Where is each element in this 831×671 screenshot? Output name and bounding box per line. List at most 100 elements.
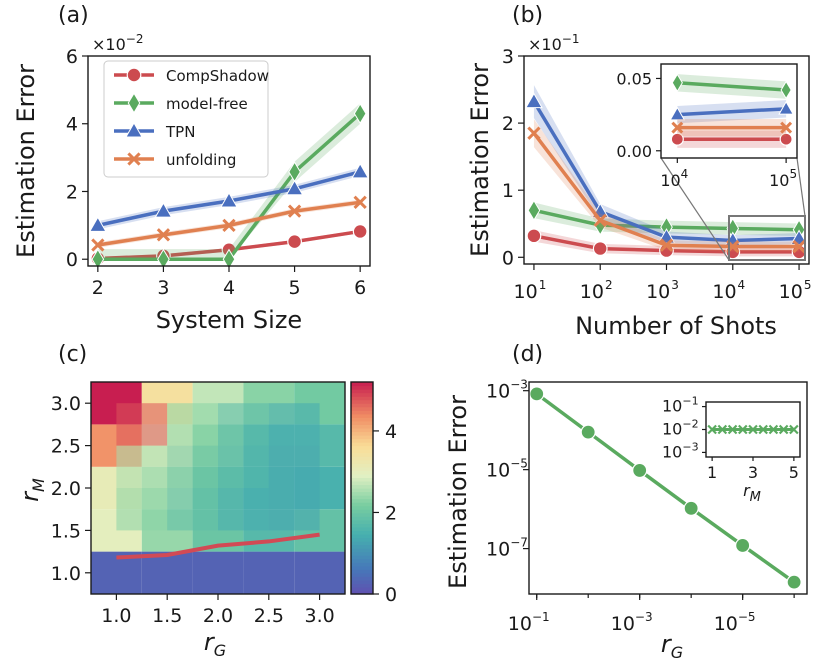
point-a-tpn (154, 202, 173, 218)
zoom-connector-right (796, 157, 806, 217)
colorbar-segment (351, 427, 373, 433)
point-b-model-free (527, 199, 541, 221)
colorbar-segment (351, 558, 373, 563)
panel-b-xlabel: Number of Shots (575, 312, 777, 340)
heatmap-cell (141, 551, 193, 594)
colorbar-segment (351, 413, 373, 418)
legend-box (103, 60, 269, 178)
xtick-label-b: 101 (514, 278, 547, 303)
panel-a-plot-area (88, 103, 370, 270)
colorbar-segment (351, 456, 373, 461)
colorbar-segment (351, 495, 373, 500)
colorbar: 0 2 4 (350, 381, 397, 606)
panel-a-scale-factor: ×10−2 (92, 32, 143, 54)
colorbar-segment (351, 569, 373, 574)
legend-label-compshadow: CompShadow (166, 67, 269, 85)
legend-marker-unfolding (127, 152, 141, 166)
ytick-label-a: 4 (66, 114, 78, 136)
point-a-tpn (351, 162, 370, 179)
panel-b-scale-factor: ×10−1 (528, 32, 579, 54)
colorbar-segment (351, 445, 373, 450)
colorbar-segment (351, 512, 373, 517)
heatmap-cell (192, 551, 244, 594)
colorbar-frame (350, 381, 374, 595)
ytick-label-d: 10−7 (486, 536, 528, 561)
heatmap-overlay-cell (268, 488, 320, 531)
ytick-label-c: 2.0 (51, 478, 81, 500)
colorbar-tick-label: 4 (385, 421, 397, 443)
point-a-model-free (353, 103, 367, 125)
point-d (580, 424, 596, 440)
colorbar-segment (351, 385, 373, 390)
point-a-tpn (88, 216, 107, 232)
colorbar-segment (351, 480, 373, 486)
panel-a-ylabel: Estimation Error (12, 64, 40, 258)
colorbar-segment (351, 537, 373, 542)
ytick-label-a: 6 (66, 46, 78, 68)
point-a-unfolding (91, 238, 105, 252)
colorbar-segment (351, 431, 373, 436)
point-inset-b-compshadow (670, 132, 684, 146)
xtick-label-c: 1.0 (101, 605, 131, 627)
colorbar-segment (351, 420, 373, 425)
ytick-label-c: 1.5 (51, 520, 81, 542)
colorbar-segment (351, 509, 373, 514)
colorbar-segment (351, 449, 373, 454)
colorbar-segment (351, 403, 373, 408)
heatmap-overlay-cell (116, 445, 168, 488)
xtick-label-inset-b: 105 (769, 167, 797, 190)
colorbar-segment (351, 396, 373, 401)
colorbar-segment (351, 565, 373, 570)
xtick-label-inset-d: 5 (789, 463, 799, 482)
panel-c: (c) 1.0 1.5 2.0 2.5 3.0 1.0 1.5 2.0 2.5 3.0 0 2 4 r… (16, 342, 397, 660)
colorbar-segment (351, 389, 373, 394)
ytick-label-b: 1 (502, 180, 514, 202)
heatmap-boundary-curve (116, 532, 320, 560)
heatmap-overlay-cell (268, 445, 320, 488)
point-inset-d (707, 424, 717, 435)
ytick-label-c: 2.5 (51, 436, 81, 458)
line-inset-b-model-free (677, 81, 787, 92)
xtick-label-a: 3 (157, 277, 169, 299)
colorbar-segment (351, 572, 373, 577)
xtick-label-a: 6 (354, 277, 366, 299)
colorbar-segment (351, 435, 373, 440)
heatmap-cell (243, 551, 295, 594)
point-inset-d (789, 424, 799, 435)
zoom-connector-left (660, 157, 730, 261)
ytick-label-inset-b: 0.05 (616, 69, 652, 88)
panel-d-label: (d) (512, 342, 543, 367)
xtick-label-d: 10−3 (611, 610, 653, 635)
ytick-label-inset-b: 0.00 (616, 142, 652, 161)
colorbar-segment (351, 586, 373, 592)
point-b-compshadow (592, 241, 608, 256)
inset-d-xlabel: rM (743, 481, 761, 505)
ytick-label-a: 2 (66, 181, 78, 203)
heatmap-overlay-cell (167, 445, 218, 488)
colorbar-segment (351, 466, 373, 471)
panel-a-xlabel: System Size (156, 306, 302, 334)
colorbar-segment (351, 579, 373, 584)
point-inset-b-unfolding (780, 121, 793, 134)
ytick-label-b: 0 (502, 247, 514, 269)
ytick-label-d: 10−3 (486, 378, 528, 403)
point-inset-d (727, 424, 738, 435)
point-d (786, 574, 802, 590)
point-b-tpn (525, 92, 543, 109)
panel-c-heatmap (91, 382, 345, 594)
colorbar-segment (351, 498, 373, 503)
xtick-label-inset-d: 1 (707, 463, 717, 482)
ytick-label-b: 3 (502, 46, 514, 68)
ytick-label-c: 1.0 (51, 563, 81, 585)
xtick-label-b: 104 (712, 278, 745, 303)
point-a-unfolding (222, 218, 236, 233)
point-inset-b-compshadow (779, 132, 793, 146)
ytick-label-c: 3.0 (51, 393, 81, 415)
heatmap-overlay-cell (116, 403, 168, 446)
colorbar-segment (351, 533, 373, 539)
heatmap-overlay-cell (218, 403, 269, 446)
panel-c-ticks: 1.0 1.5 2.0 2.5 3.0 1.0 1.5 2.0 2.5 3.0 (51, 393, 335, 627)
xtick-label-c: 3.0 (304, 605, 334, 627)
